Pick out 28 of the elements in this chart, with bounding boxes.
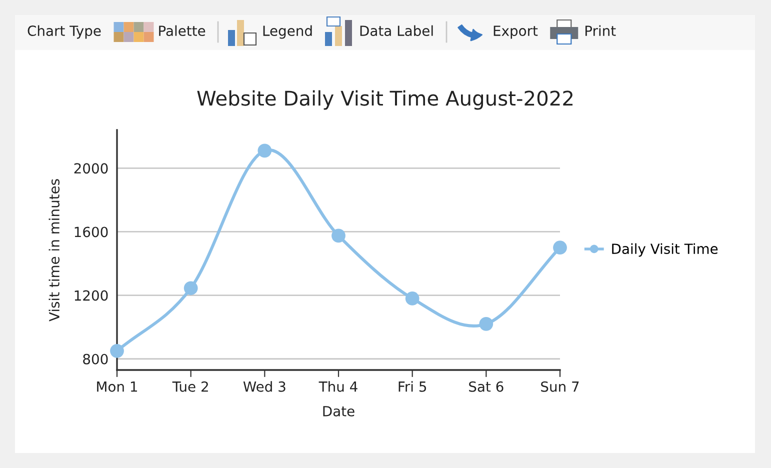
chart-title: Website Daily Visit Time August-2022 [197, 90, 572, 110]
x-axis-title: Date [323, 406, 354, 416]
point [405, 292, 420, 306]
text: Legend [263, 25, 312, 39]
x-tick-label: Sat 6 [469, 381, 504, 392]
point [110, 344, 124, 358]
point [553, 240, 567, 255]
x-tick-label: Thu 4 [318, 381, 358, 392]
x-tick-label: Tue 2 [172, 381, 208, 392]
point [479, 316, 494, 331]
y-tick-label: 2000 [74, 163, 108, 174]
y-axis-title: Visit time in minutes [48, 179, 60, 322]
y-tick-label: 1200 [74, 290, 108, 301]
x-tick-label: Wed 3 [243, 381, 286, 392]
text: Palette [159, 25, 206, 36]
y-tick-label: 1600 [74, 226, 108, 238]
text: Print [585, 25, 616, 36]
x-tick-label: Fri 5 [398, 381, 426, 392]
point [332, 228, 346, 243]
point [184, 281, 198, 296]
text: Data Label [360, 25, 433, 36]
x-tick-label: Mon 1 [97, 382, 137, 392]
y-tick-label: 800 [83, 354, 108, 364]
text: Chart Type [28, 25, 101, 39]
point [258, 144, 272, 158]
text: Export [494, 26, 538, 39]
x-tick-label: Sun 7 [541, 381, 579, 392]
legend-label: Daily Visit Time [612, 243, 718, 257]
